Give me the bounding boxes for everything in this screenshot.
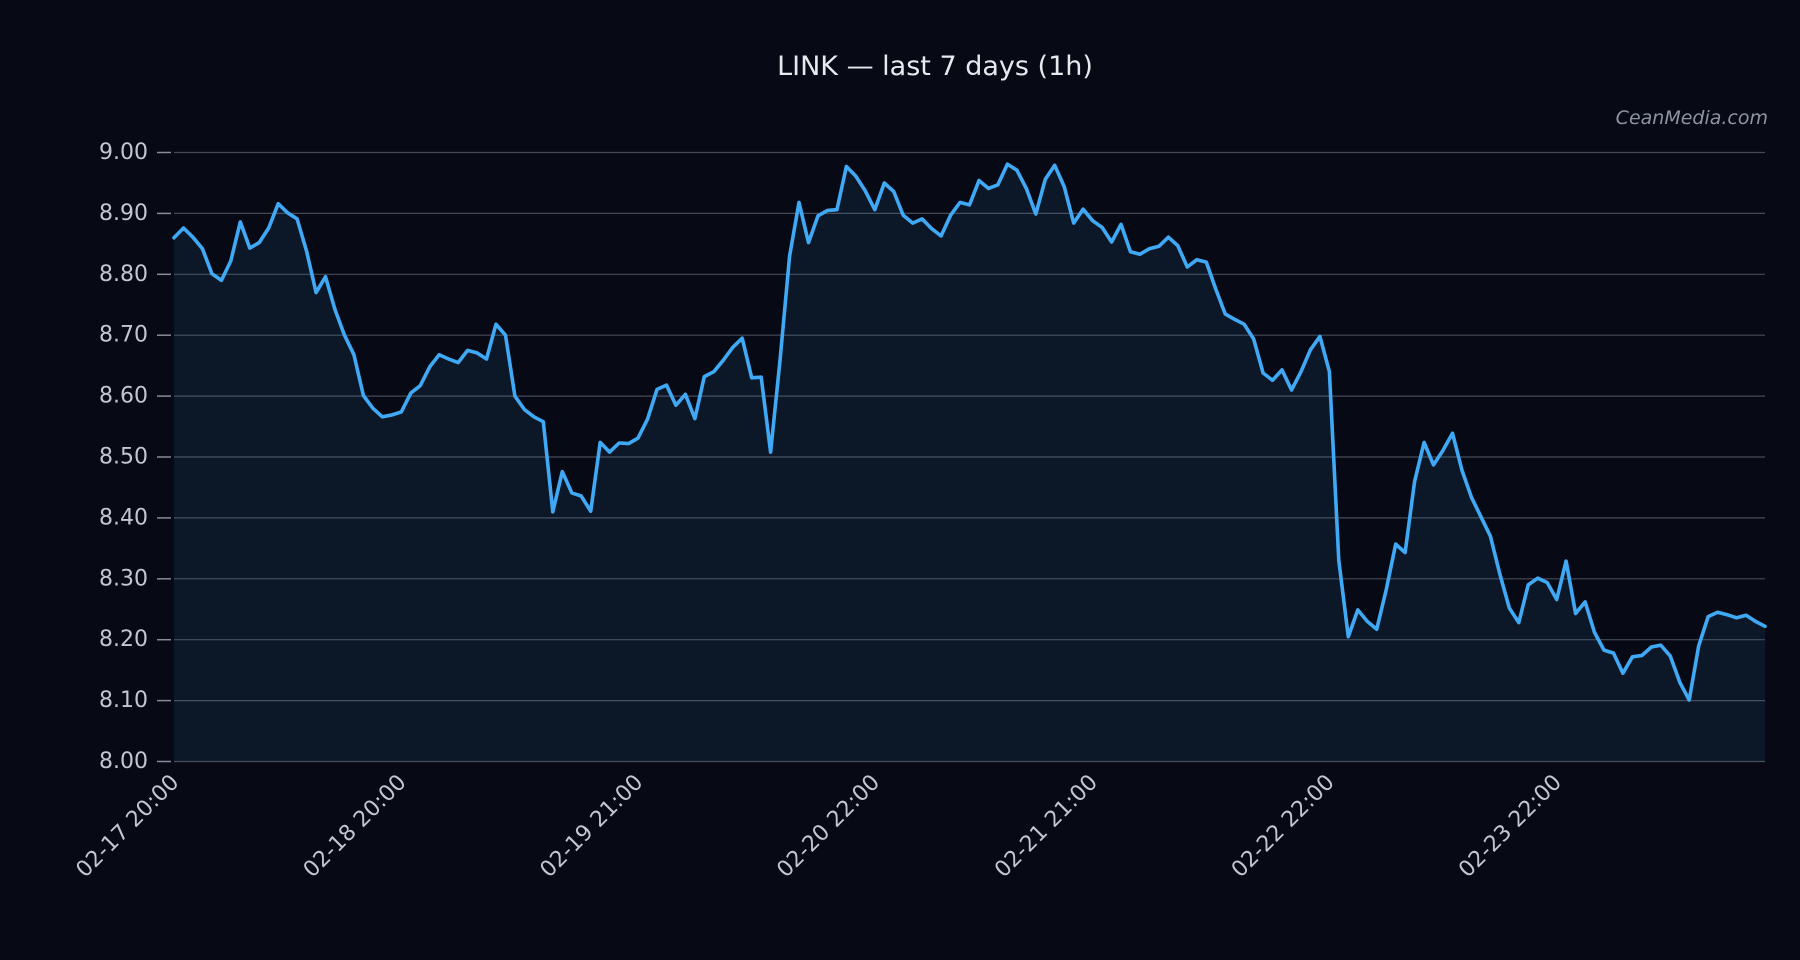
y-tick-label: 8.70 — [99, 323, 148, 348]
x-tick-label: 02-17 20:00 — [72, 770, 185, 883]
y-tick-label: 8.40 — [99, 505, 148, 530]
chart-title: LINK — last 7 days (1h) — [777, 51, 1093, 82]
x-tick-label: 02-22 22:00 — [1227, 770, 1340, 883]
area-fill — [174, 164, 1765, 762]
y-tick-label: 8.20 — [99, 627, 148, 652]
x-tick-label: 02-18 20:00 — [299, 770, 412, 883]
x-tick-label: 02-23 22:00 — [1454, 770, 1567, 883]
y-tick-label: 8.90 — [99, 201, 148, 226]
price-line — [172, 162, 1767, 702]
x-tick-label: 02-20 22:00 — [772, 770, 885, 883]
x-tick-label: 02-19 21:00 — [536, 770, 649, 883]
y-tick-label: 9.00 — [99, 140, 148, 165]
y-tick-label: 8.60 — [99, 384, 148, 409]
x-tick-label: 02-21 21:00 — [990, 770, 1103, 883]
y-tick-label: 8.30 — [99, 566, 148, 591]
y-tick-label: 8.00 — [99, 749, 148, 774]
y-tick-label: 8.50 — [99, 445, 148, 470]
y-tick-label: 8.10 — [99, 688, 148, 713]
watermark-text: CeanMedia.com — [1615, 107, 1768, 129]
y-tick-label: 8.80 — [99, 262, 148, 287]
